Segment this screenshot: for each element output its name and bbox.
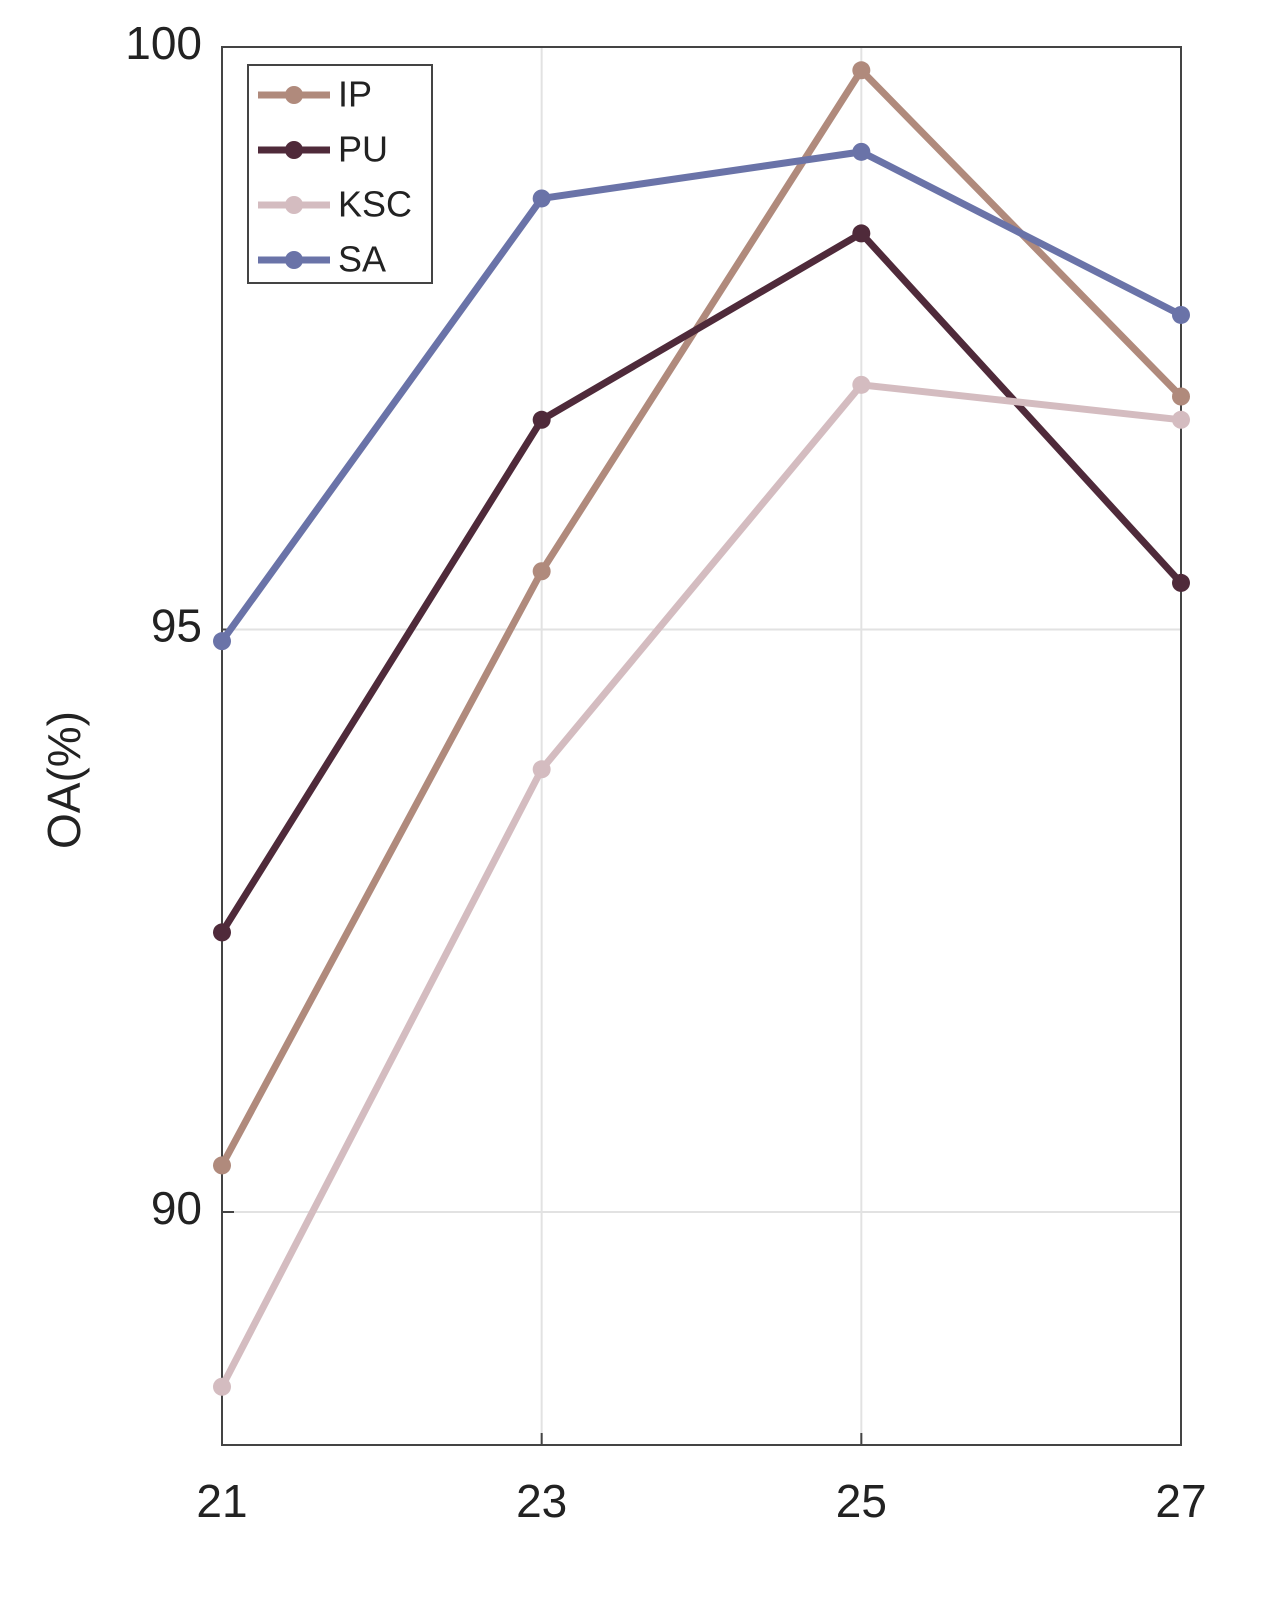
x-tick-label: 23 [516, 1475, 567, 1527]
x-tick-label: 27 [1155, 1475, 1206, 1527]
x-tick-label: 25 [836, 1475, 887, 1527]
legend-marker [285, 196, 303, 214]
point [213, 1156, 231, 1175]
point [852, 61, 871, 80]
legend-label: PU [338, 129, 388, 170]
legend-label: SA [338, 239, 386, 280]
point [1172, 410, 1190, 429]
point [852, 224, 871, 243]
legend-label: IP [338, 74, 372, 115]
point [532, 562, 551, 581]
point [532, 410, 551, 429]
point [852, 142, 871, 161]
legend-marker [285, 86, 303, 104]
y-axis-label: OA(%) [38, 711, 90, 849]
plot-frame [221, 46, 1182, 1446]
legend-marker [285, 141, 303, 159]
point [213, 632, 231, 651]
point [213, 1377, 231, 1396]
point [1172, 573, 1190, 592]
y-tick-label: 95 [151, 600, 202, 652]
legend-label: KSC [338, 184, 412, 225]
y-tick-label: 100 [125, 17, 202, 69]
legend-marker [285, 251, 303, 269]
point [1172, 305, 1190, 324]
series-line [219, 229, 1184, 935]
point [852, 375, 871, 394]
point [213, 923, 231, 942]
point [532, 189, 551, 208]
y-tick-label: 90 [151, 1182, 202, 1234]
point [532, 760, 551, 779]
legend-box [247, 64, 433, 284]
series-line [218, 381, 1182, 1389]
point [1172, 387, 1190, 406]
x-tick-label: 21 [196, 1475, 247, 1527]
series-line [219, 148, 1183, 644]
